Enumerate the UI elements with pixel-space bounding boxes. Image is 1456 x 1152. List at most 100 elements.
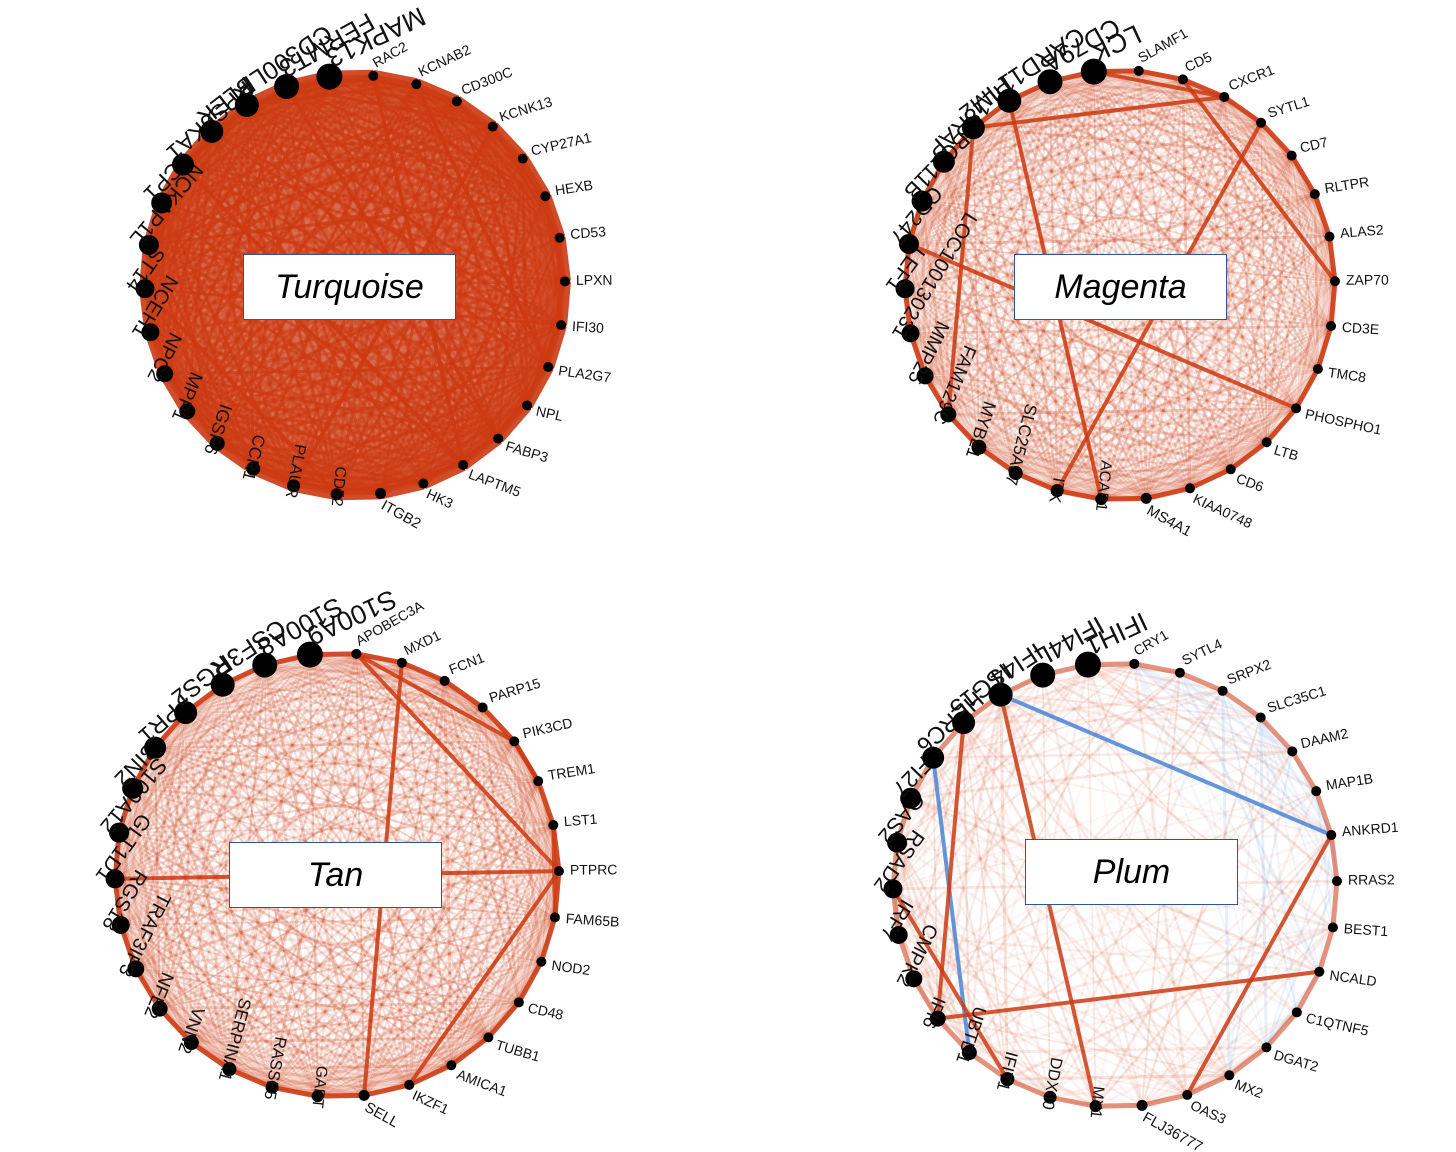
network-edge	[1093, 70, 1331, 238]
network-edge	[191, 1041, 410, 1087]
network-edge	[328, 75, 563, 327]
network-edge	[1100, 468, 1232, 501]
gene-label-cd52: CD52	[328, 466, 349, 507]
gene-label-ncald: NCALD	[1329, 967, 1378, 989]
gene-label-dgat2: DGAT2	[1272, 1046, 1321, 1074]
network-edge	[1186, 1011, 1298, 1096]
gene-node-fermt3	[274, 73, 300, 99]
network-edge	[947, 235, 1330, 416]
gene-node-traf3ip3	[127, 960, 145, 978]
network-edge	[973, 126, 1330, 238]
gene-label-cd53: CD53	[570, 223, 607, 242]
ring-edge	[355, 651, 403, 666]
network-edge	[943, 121, 1262, 163]
network-edge	[252, 323, 562, 471]
network-edge	[113, 684, 224, 880]
gene-node-plaur	[287, 479, 301, 493]
network-edge	[149, 74, 375, 334]
network-edge	[443, 679, 555, 826]
network-edge	[158, 712, 187, 1009]
network-edge	[1315, 791, 1334, 928]
network-edge	[1100, 407, 1297, 501]
network-edge	[937, 1017, 1097, 1108]
network-edge	[191, 1036, 489, 1044]
gene-node-laptm5	[458, 460, 469, 471]
network-edge	[892, 663, 1089, 890]
network-edge	[910, 689, 1224, 800]
gene-node-pim2	[961, 116, 985, 140]
network-edge	[921, 95, 1225, 203]
network-edge	[154, 664, 266, 749]
network-edge	[1000, 693, 1261, 719]
network-edge	[285, 85, 561, 240]
network-edge	[1015, 368, 1319, 474]
network-edge	[943, 78, 1184, 164]
network-edge	[947, 413, 1147, 500]
network-edge	[978, 280, 1336, 449]
network-edge	[120, 923, 542, 964]
network-edge	[449, 780, 540, 1066]
network-edge	[921, 200, 1147, 499]
network-edge	[117, 831, 231, 1070]
network-edge	[909, 332, 1148, 500]
network-edge	[904, 287, 1103, 501]
network-edge	[978, 367, 1319, 449]
network-edge	[114, 706, 484, 880]
network-edge	[936, 694, 1003, 1019]
network-edge	[422, 324, 563, 485]
network-edge	[908, 243, 1191, 490]
network-edge	[185, 653, 357, 714]
ring-edge	[372, 69, 418, 91]
gene-node-acap1	[1095, 493, 1108, 506]
gene-node-map1b	[1311, 786, 1322, 797]
network-edge	[185, 711, 554, 827]
network-edge	[153, 746, 411, 1086]
strong-edge	[414, 83, 551, 368]
network-edge	[461, 324, 563, 466]
gene-label-ms4a1: MS4A1	[1144, 503, 1194, 541]
network-edge	[400, 661, 557, 919]
ring-edge	[1264, 406, 1299, 444]
ring-edge	[1289, 154, 1317, 196]
network-edge	[1042, 674, 1293, 753]
network-edge	[132, 661, 403, 790]
network-edge	[517, 781, 540, 1003]
network-edge	[147, 243, 425, 485]
network-edge	[118, 831, 520, 1004]
strong-edge	[143, 163, 185, 290]
gene-node-tmc8	[1312, 364, 1323, 375]
network-edge	[947, 71, 1095, 415]
network-edge	[943, 80, 1051, 163]
network-edge	[119, 923, 319, 1098]
network-edge	[972, 127, 980, 448]
network-edge	[114, 878, 231, 1070]
network-edge	[159, 1007, 273, 1089]
network-edge	[285, 85, 566, 283]
gene-node-fpr1	[144, 736, 167, 759]
network-edge	[328, 75, 561, 239]
network-edge	[414, 83, 529, 406]
network-edge	[1259, 122, 1331, 238]
network-edge	[963, 715, 1261, 725]
network-edge	[114, 877, 453, 1067]
network-edge	[1313, 194, 1320, 370]
gene-node-ubtd1	[961, 1045, 977, 1061]
network-edge	[408, 1001, 520, 1086]
network-edge	[421, 158, 525, 484]
network-edge	[910, 663, 1089, 800]
network-edge	[1008, 99, 1319, 371]
network-edge	[150, 323, 562, 334]
network-edge	[158, 653, 358, 1010]
network-edge	[947, 413, 1058, 492]
network-edge	[118, 705, 484, 835]
gene-node-nceh1	[141, 323, 160, 342]
network-edge	[131, 788, 162, 1009]
network-edge	[119, 679, 446, 926]
gene-label-mx2: MX2	[1233, 1076, 1266, 1101]
network-edge	[400, 661, 540, 783]
network-edge	[414, 83, 500, 439]
network-edge	[317, 1063, 452, 1098]
network-edge	[408, 916, 556, 1086]
network-edge	[1008, 99, 1336, 283]
network-edge	[362, 780, 540, 1097]
